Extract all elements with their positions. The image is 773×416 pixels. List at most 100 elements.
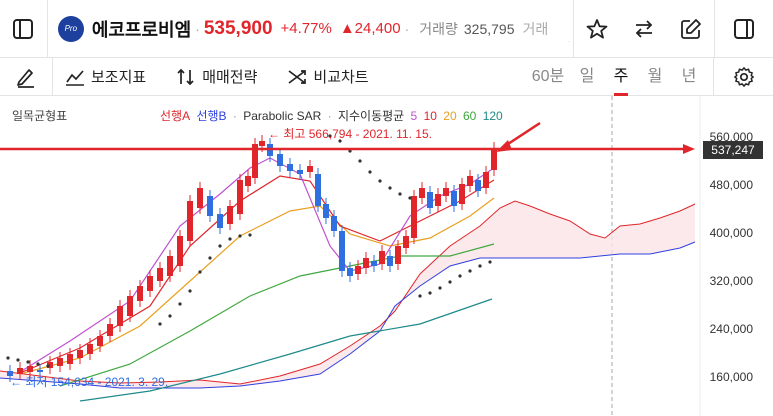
up-down-arrows-icon [177, 68, 194, 85]
candle-body [363, 258, 369, 268]
indicator-title: 일목균형표 [12, 109, 68, 123]
drawing-tool-button[interactable] [0, 58, 52, 96]
candle-body [7, 371, 13, 376]
swap-button[interactable] [621, 0, 668, 58]
trade-strategy-button[interactable]: 매매전략 [176, 58, 257, 96]
price-chart[interactable]: 일목균형표 선행A 선행B · Parabolic SAR · 지수이동평균 5… [0, 96, 773, 416]
candle-body [491, 148, 497, 170]
compare-chart-button[interactable]: 비교차트 [287, 58, 369, 96]
candle-body [107, 324, 113, 336]
psar-dot [428, 291, 432, 295]
trade-strategy-label: 매매전략 [202, 69, 258, 86]
legend-psar: Parabolic SAR [243, 109, 322, 123]
candle-body [37, 370, 43, 372]
candle-body [47, 362, 53, 368]
candle-body [127, 296, 133, 316]
header-bar: Pro 에코프로비엠 · 535,900 +4.77% ▲24,400 · 거래… [0, 0, 773, 58]
stock-info[interactable]: Pro 에코프로비엠 · 535,900 +4.77% ▲24,400 · 거래… [48, 15, 573, 42]
psar-dot [328, 134, 332, 138]
period-day[interactable]: 일 [579, 68, 595, 85]
legend-dot: · [232, 109, 237, 123]
indicator-legend: 선행A 선행B · Parabolic SAR · 지수이동평균 5 10 20… [160, 107, 506, 124]
candle-body [475, 180, 481, 191]
y-tick-label: 320,000 [709, 274, 753, 288]
psar-dot [208, 256, 212, 260]
psar-dot [478, 264, 482, 268]
candle-body [17, 368, 23, 374]
legend-ma20: 20 [443, 109, 457, 123]
y-tick-label: 560,000 [709, 130, 753, 144]
psar-dot [388, 186, 392, 190]
psar-dot [488, 260, 492, 264]
candle-body [67, 354, 73, 364]
candle-body [187, 201, 193, 241]
legend-dot: · [327, 109, 332, 123]
candle-body [237, 180, 243, 214]
candle-body [323, 204, 329, 218]
candle-body [459, 184, 465, 204]
psar-dot [338, 139, 342, 143]
candle-body [77, 350, 83, 358]
period-year[interactable]: 년 [681, 68, 697, 85]
period-week[interactable]: 주 [606, 58, 636, 96]
low-annotation: ← 최저 154,634 - 2021. 3. 29. [10, 375, 169, 389]
psar-dot [16, 358, 20, 362]
cross-arrows-icon [288, 69, 307, 84]
y-tick-label: 160,000 [709, 370, 753, 384]
psar-dot [378, 179, 382, 183]
candle-body [387, 256, 393, 266]
pen-icon [17, 68, 34, 88]
senkou-b-line [0, 241, 696, 389]
edit-button[interactable] [667, 0, 714, 58]
candle-body [379, 251, 385, 264]
volume-label: 거래량 [419, 20, 458, 37]
legend-ma120: 120 [482, 109, 503, 123]
psar-dot [358, 159, 362, 163]
compare-chart-label: 비교차트 [313, 69, 369, 86]
candle-body [167, 256, 173, 276]
period-60min[interactable]: 60분 [531, 68, 565, 85]
legend-ma5: 5 [410, 109, 418, 123]
psar-dot [6, 356, 10, 360]
dot-separator: · [195, 20, 200, 37]
psar-dot [198, 270, 202, 274]
psar-dot [248, 233, 252, 237]
candle-body [419, 188, 425, 198]
candle-body [331, 216, 337, 231]
candle-body [297, 170, 303, 174]
psar-dot [168, 314, 172, 318]
legend-senkou-b: 선행B [196, 109, 227, 123]
legend-ma60: 60 [462, 109, 477, 123]
chevron-right-icon[interactable]: › [565, 35, 573, 42]
edit-icon [681, 18, 701, 39]
psar-dot [368, 170, 372, 174]
candle-body [483, 172, 489, 188]
y-tick-label: 240,000 [709, 322, 753, 336]
panel-toggle-button[interactable] [715, 0, 773, 58]
candle-body [177, 236, 183, 266]
candle-body [467, 176, 473, 186]
candle-body [252, 144, 258, 178]
candle-body [87, 344, 93, 354]
sidebar-toggle-button[interactable] [0, 0, 47, 58]
period-month[interactable]: 월 [647, 68, 663, 85]
toolbar-divider [52, 57, 53, 96]
high-annotation: ← 최고 566,794 - 2021. 11. 15. [268, 127, 432, 141]
candle-body [347, 268, 353, 276]
psar-dot [218, 244, 222, 248]
psar-dot [408, 196, 412, 200]
aux-indicators-label: 보조지표 [91, 69, 147, 86]
psar-dot [46, 364, 50, 368]
candle-body [259, 141, 265, 146]
favorite-button[interactable] [574, 0, 621, 58]
change-percent: +4.77% [280, 20, 332, 37]
aux-indicators-button[interactable]: 보조지표 [65, 58, 146, 96]
chart-canvas[interactable] [0, 96, 773, 416]
gear-icon [733, 67, 754, 87]
candle-body [137, 286, 143, 301]
psar-dot [228, 237, 232, 241]
volume-value: 325,795 [463, 20, 515, 37]
candle-body [339, 231, 345, 271]
chart-settings-button[interactable] [713, 58, 773, 96]
ma20-line [19, 197, 495, 375]
